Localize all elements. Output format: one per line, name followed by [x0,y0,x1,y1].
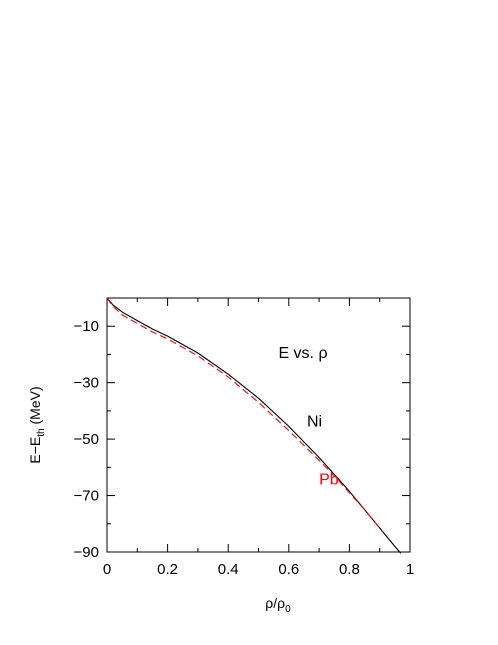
series-layer [106,297,402,554]
plot-frame [106,297,411,553]
y-tick-label: −30 [74,375,99,392]
series-label-ni: Ni [307,413,322,430]
x-tick-label: 0.6 [278,561,299,578]
y-tick-label: −70 [74,488,99,505]
x-axis-label: ρ/ρ0 [265,595,291,615]
y-tick-label: −50 [74,431,99,448]
y-axis-label-suffix: (MeV) [27,386,43,428]
x-tick-label: 0.2 [157,561,178,578]
series-label-pb: Pb [319,471,339,488]
y-tick-label: −90 [74,544,99,561]
x-tick-label: 0 [103,561,111,578]
y-tick-label: −10 [74,318,99,335]
annotation-layer: Ni Pb [307,413,339,488]
x-axis-label-sub: 0 [285,604,291,615]
x-tick-label: 0.8 [339,561,360,578]
chart-title: E vs. ρ [278,345,327,362]
y-axis-label: E−Eth (MeV) [27,386,47,463]
x-tick-label: 1 [406,561,414,578]
ticks-layer: 0 0.2 0.4 0.6 0.8 1 −10 −30 −50 −70 −90 [74,297,414,578]
x-tick-label: 0.4 [218,561,239,578]
x-axis-label-main: ρ/ρ [265,595,285,611]
series-line-ni [106,297,402,554]
y-axis-label-sub: th [36,428,47,436]
y-axis-label-main: E−E [27,437,43,464]
series-line-pb [106,297,384,533]
